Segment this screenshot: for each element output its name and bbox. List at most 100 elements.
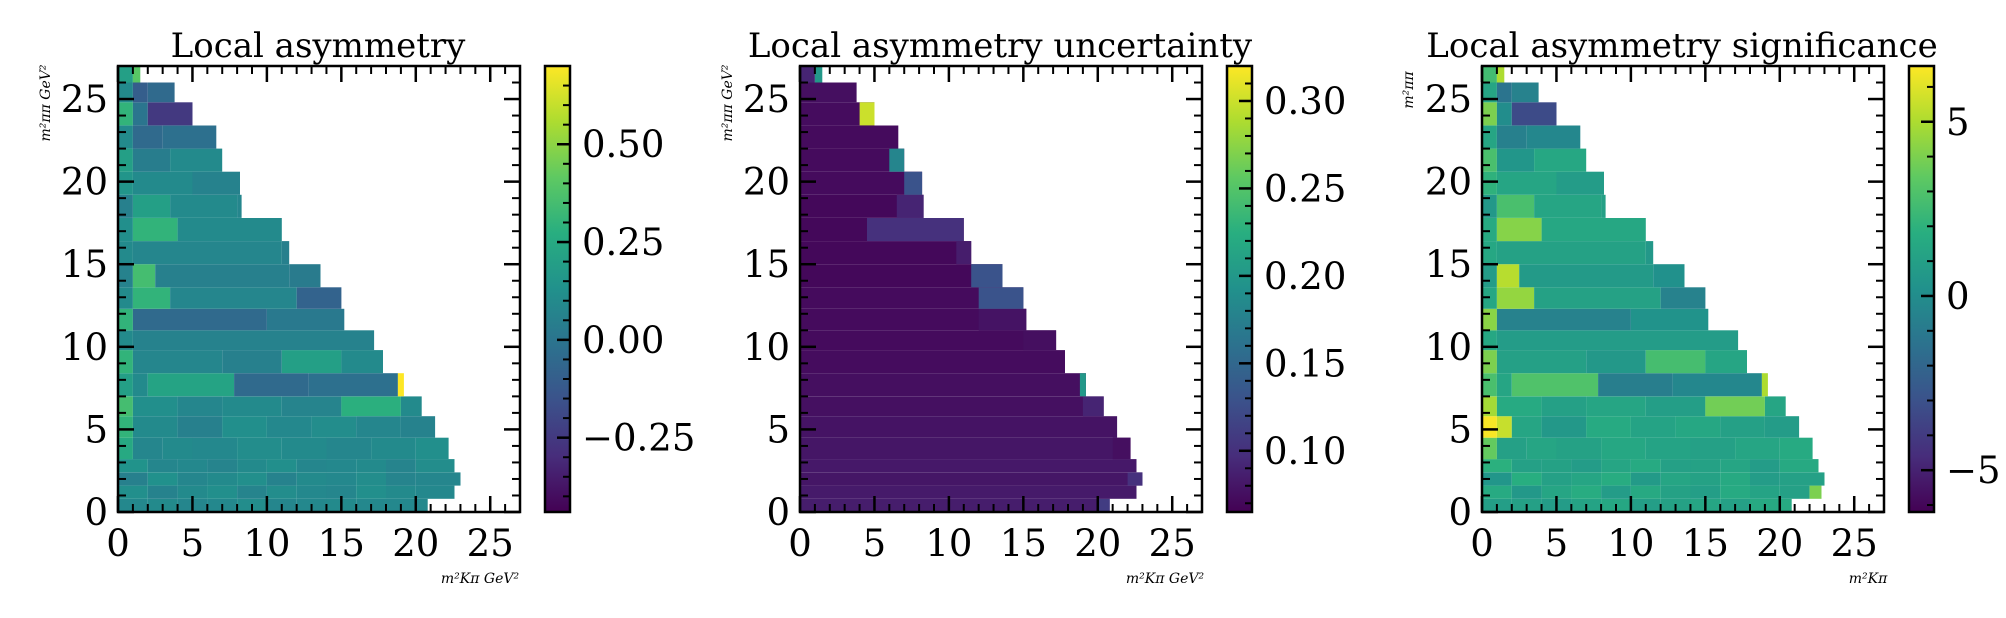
colorbar-frame xyxy=(543,64,572,514)
heatmap-cell xyxy=(1511,416,1542,438)
heatmap-cell xyxy=(1541,485,1572,499)
heatmap-cell xyxy=(118,330,133,351)
heatmap-cell xyxy=(1482,350,1497,374)
heatmap-cell xyxy=(118,416,133,438)
heatmap-cell xyxy=(1496,125,1527,149)
heatmap-cell xyxy=(118,194,133,218)
y-tick-label: 0 xyxy=(1448,491,1472,534)
heatmap-cell xyxy=(281,350,342,374)
heatmap-cell xyxy=(1645,437,1691,460)
heatmap-cell xyxy=(800,498,1110,512)
heatmap-cell xyxy=(118,125,133,149)
heatmap-cell xyxy=(1660,485,1691,499)
y-axis-label: m²ππ GeV² xyxy=(720,64,736,141)
y-tick-label: 0 xyxy=(766,491,790,534)
heatmap-cell xyxy=(1482,171,1497,195)
heatmap-cell xyxy=(1482,102,1497,126)
heatmap-cell xyxy=(281,396,342,417)
heatmap-cell xyxy=(1482,396,1497,417)
heatmap-cell xyxy=(1645,396,1706,417)
heatmap-cell xyxy=(867,218,964,242)
heatmap-cell xyxy=(1809,485,1822,499)
heatmap-cell xyxy=(1750,459,1780,473)
heatmap-cell xyxy=(326,459,357,473)
heatmap-cell xyxy=(1750,485,1780,499)
panel-local-asymmetry-significance: Local asymmetry significance 00551010151… xyxy=(1401,26,2001,587)
heatmap-cell xyxy=(281,437,327,460)
heatmap-cell xyxy=(170,194,238,218)
x-tick-label: 0 xyxy=(788,522,812,565)
heatmap-cell xyxy=(132,194,171,218)
y-tick-label: 10 xyxy=(61,326,108,369)
heatmap-cell xyxy=(132,148,171,172)
heatmap-cell xyxy=(132,330,375,351)
heatmap-cell xyxy=(281,241,290,265)
heatmap-cell xyxy=(222,416,267,438)
heatmap-cell xyxy=(1496,416,1512,438)
heatmap-cell xyxy=(1735,437,1780,460)
heatmap-cell xyxy=(1496,148,1535,172)
heatmap-cell xyxy=(356,485,386,499)
colorbar-tick-label: 0.30 xyxy=(1264,80,1346,123)
y-tick-label: 25 xyxy=(61,78,108,121)
y-tick-label: 20 xyxy=(1425,161,1472,204)
colorbar-tick-label: −0.25 xyxy=(582,417,695,460)
y-tick-label: 10 xyxy=(1425,326,1472,369)
heatmap-cell xyxy=(1482,66,1497,83)
heatmap-cell xyxy=(1645,350,1706,374)
heatmap-cell xyxy=(800,373,1086,397)
heatmap-cell xyxy=(1534,287,1661,309)
heatmap-cell xyxy=(1511,472,1542,486)
heatmap-cell xyxy=(147,459,178,473)
heatmap-cell xyxy=(1496,373,1512,397)
heatmap-cell xyxy=(1112,437,1131,460)
heatmap-cell xyxy=(132,241,282,265)
heatmap-cell xyxy=(800,102,875,126)
heatmap-cell xyxy=(1496,102,1512,126)
axes-frame xyxy=(798,64,1204,514)
heatmap-cell xyxy=(800,194,924,218)
heatmap-cell xyxy=(1482,264,1497,288)
heatmap-cell xyxy=(1482,416,1497,438)
colorbar-gradient xyxy=(1227,66,1252,512)
heatmap-cell xyxy=(237,437,282,460)
heatmap-cell xyxy=(1556,171,1604,195)
heatmap-cell xyxy=(800,485,1137,499)
heatmap-cell xyxy=(1779,437,1813,460)
heatmap-cell xyxy=(1482,330,1497,351)
axes: 00 5 5 10 10 15 15 20 20 25 25 xyxy=(743,64,1204,565)
heatmap-cell xyxy=(1526,125,1581,149)
x-tick-label: 10 xyxy=(1607,522,1654,565)
x-tick-label: 10 xyxy=(925,522,972,565)
heatmap-cell xyxy=(234,373,309,397)
colorbar-tick-label: 5 xyxy=(1946,101,1970,144)
heatmap-cell xyxy=(1482,308,1497,331)
heatmap-cell xyxy=(1630,308,1709,331)
heatmap-cell xyxy=(147,82,175,103)
heatmap-cell xyxy=(1511,485,1542,499)
heatmap-cell xyxy=(147,485,178,499)
heatmap-cell xyxy=(1519,264,1654,288)
heatmap-cell xyxy=(1534,148,1587,172)
y-tick-label: 20 xyxy=(61,161,108,204)
heatmap-cell xyxy=(170,287,297,309)
colorbar-tick-label: 0.10 xyxy=(1264,430,1346,473)
heatmap-cell xyxy=(800,287,1024,309)
heatmap-cell xyxy=(1705,396,1765,417)
heatmap-cell xyxy=(162,125,217,149)
x-tick-label: 25 xyxy=(467,522,514,565)
heatmap-cell xyxy=(415,485,455,499)
heatmap-cell xyxy=(132,350,223,374)
heatmap-cell xyxy=(1496,437,1527,460)
heatmap-cell xyxy=(237,472,267,486)
heatmap-cell xyxy=(147,102,193,126)
heatmap-cell xyxy=(118,218,133,242)
heatmap-cell xyxy=(800,66,815,83)
heatmap-cell xyxy=(237,459,267,473)
heatmap-cell xyxy=(800,171,923,195)
heatmap-cell xyxy=(1571,485,1602,499)
heatmap-cell xyxy=(1645,241,1654,265)
heatmap-cell xyxy=(1079,373,1086,397)
heatmap-cell xyxy=(1482,241,1497,265)
heatmap-cell xyxy=(956,241,972,265)
